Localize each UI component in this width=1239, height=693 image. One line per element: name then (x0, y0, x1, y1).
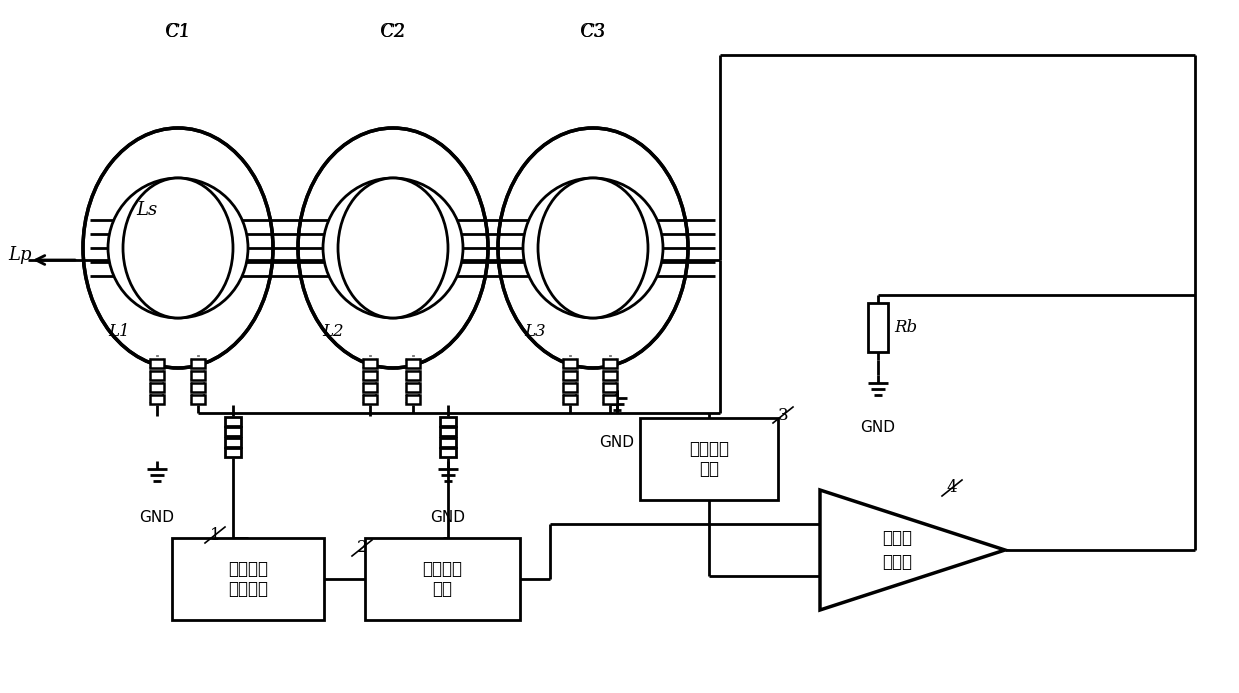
Bar (363, 394, 377, 403)
Bar (440, 438, 456, 447)
Text: C1: C1 (165, 23, 191, 41)
Bar (603, 394, 617, 403)
Bar (406, 383, 420, 392)
Text: 3: 3 (778, 407, 788, 423)
Bar (603, 383, 617, 392)
Text: 激励信号: 激励信号 (228, 560, 268, 578)
Bar (172, 538, 325, 620)
Bar (191, 383, 204, 392)
Bar (869, 303, 888, 352)
Text: GND: GND (600, 435, 634, 450)
Text: GND: GND (140, 510, 175, 525)
Text: 高频耦合: 高频耦合 (689, 440, 729, 458)
Bar (603, 360, 617, 369)
Bar (191, 394, 204, 403)
Text: 单元: 单元 (432, 580, 452, 598)
Text: C2: C2 (380, 23, 405, 41)
Bar (225, 428, 242, 436)
Text: 低频检波: 低频检波 (422, 560, 462, 578)
Ellipse shape (108, 178, 248, 318)
Bar (440, 448, 456, 457)
Text: Ls: Ls (136, 201, 157, 219)
Ellipse shape (538, 178, 648, 318)
Bar (225, 438, 242, 447)
Bar (150, 383, 164, 392)
Bar (225, 417, 242, 426)
Text: Rb: Rb (895, 319, 917, 335)
Text: 发生单元: 发生单元 (228, 580, 268, 598)
Bar (603, 371, 617, 380)
Ellipse shape (523, 178, 663, 318)
Bar (363, 383, 377, 392)
Bar (563, 371, 577, 380)
Text: Lp: Lp (9, 246, 32, 264)
Text: 1: 1 (209, 527, 221, 543)
Bar (366, 538, 520, 620)
Text: 单元: 单元 (699, 460, 719, 478)
Text: L1: L1 (108, 324, 130, 340)
Text: L3: L3 (524, 324, 546, 340)
Ellipse shape (323, 178, 463, 318)
Text: C1: C1 (165, 23, 191, 41)
Bar (150, 360, 164, 369)
Text: 4: 4 (947, 480, 958, 496)
Text: 功率放: 功率放 (882, 529, 912, 547)
Text: C2: C2 (380, 23, 405, 41)
Text: C3: C3 (580, 23, 606, 41)
Bar (191, 360, 204, 369)
Text: L2: L2 (322, 324, 343, 340)
Bar (150, 371, 164, 380)
Bar (406, 394, 420, 403)
Ellipse shape (123, 178, 233, 318)
Bar (363, 360, 377, 369)
Bar (641, 418, 778, 500)
Bar (563, 383, 577, 392)
Bar (150, 394, 164, 403)
Text: 2: 2 (357, 539, 367, 556)
Bar (406, 360, 420, 369)
Text: 大单元: 大单元 (882, 553, 912, 571)
Text: GND: GND (861, 420, 896, 435)
Bar (191, 371, 204, 380)
Bar (440, 417, 456, 426)
Bar (563, 360, 577, 369)
Bar (363, 371, 377, 380)
Text: GND: GND (430, 510, 466, 525)
Bar (440, 428, 456, 436)
Text: C3: C3 (580, 23, 606, 41)
Bar (406, 371, 420, 380)
Bar (225, 448, 242, 457)
Bar (563, 394, 577, 403)
Ellipse shape (338, 178, 449, 318)
